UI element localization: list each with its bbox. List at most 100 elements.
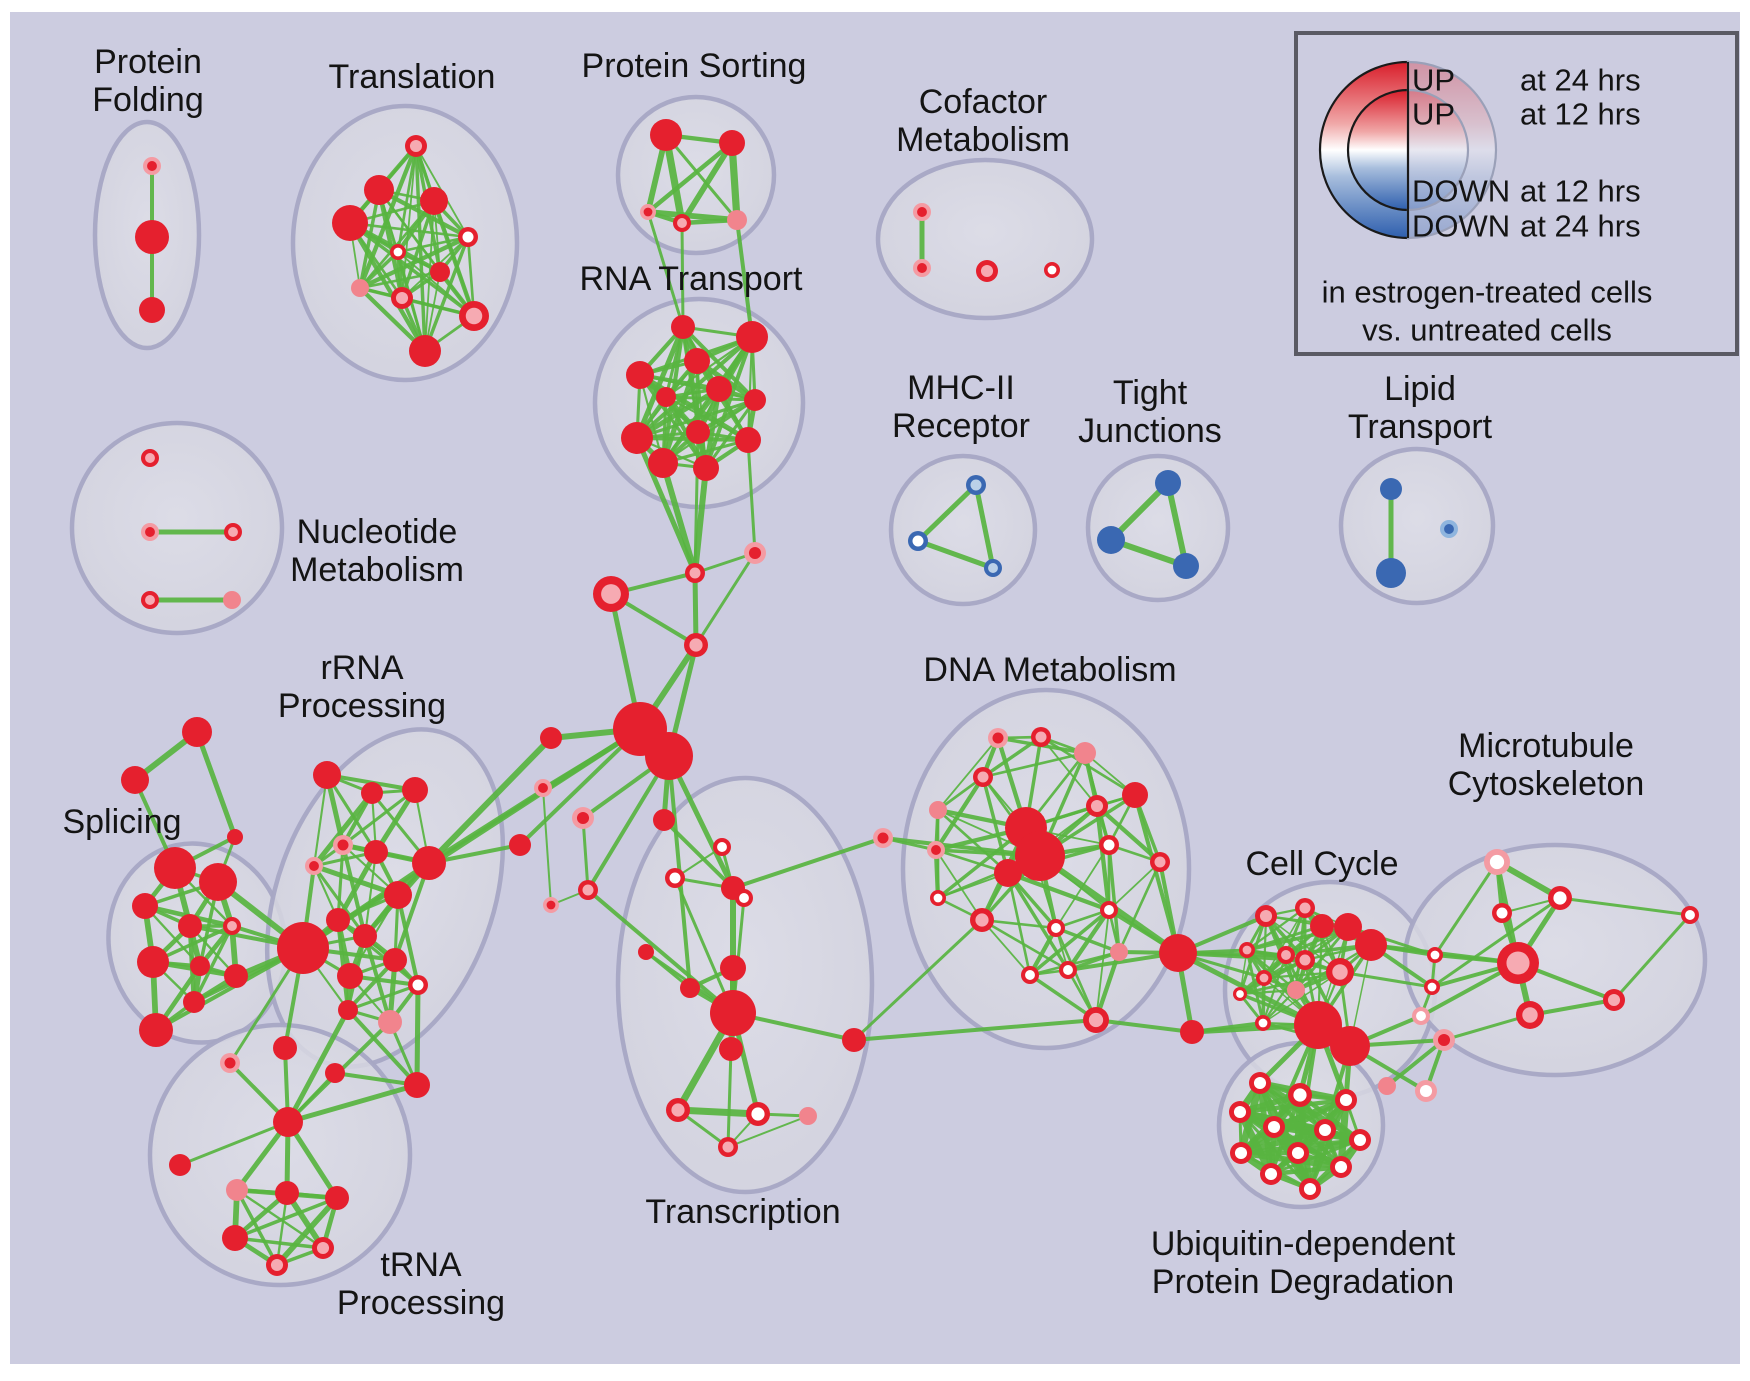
cluster-label-line: Transcription xyxy=(645,1193,840,1231)
edge xyxy=(424,200,435,352)
node-outer xyxy=(1180,1020,1204,1044)
node-inner xyxy=(1234,1146,1248,1160)
node xyxy=(744,389,766,411)
node xyxy=(988,728,1008,748)
edge xyxy=(981,751,1087,779)
node-inner xyxy=(970,479,982,491)
node-outer xyxy=(706,376,732,402)
node xyxy=(1097,526,1125,554)
node-outer xyxy=(799,1107,817,1125)
cluster-label-tight-junctions: Tight Junctions xyxy=(1078,374,1222,450)
node xyxy=(143,157,161,175)
node-inner xyxy=(1104,905,1114,915)
node-inner xyxy=(1685,910,1695,920)
node-outer xyxy=(409,335,441,367)
legend-direction-label: UP xyxy=(1412,63,1455,98)
node-inner xyxy=(988,563,998,573)
node xyxy=(1355,929,1387,961)
node xyxy=(842,1028,866,1052)
cluster-label-line: Cytoskeleton xyxy=(1448,765,1645,803)
edge xyxy=(1385,1038,1446,1088)
legend-time-label: at 12 hrs xyxy=(1520,174,1641,209)
edge xyxy=(1028,973,1098,1022)
edge xyxy=(1054,908,1111,930)
node-outer xyxy=(326,908,350,932)
node-outer xyxy=(178,914,202,938)
node xyxy=(224,964,248,988)
node xyxy=(1180,1020,1204,1044)
cluster-label-line: Processing xyxy=(278,687,446,725)
node xyxy=(1294,1001,1342,1049)
node xyxy=(648,448,678,478)
node xyxy=(994,859,1022,887)
cluster-label-line: MHC-II xyxy=(907,369,1015,407)
node-inner xyxy=(1293,1088,1307,1102)
edge xyxy=(1338,970,1434,989)
node xyxy=(1083,1007,1109,1033)
node-inner xyxy=(1496,907,1508,919)
node-inner xyxy=(309,861,319,871)
node-inner xyxy=(224,1057,236,1069)
cluster-label-line: Microtubule xyxy=(1458,727,1634,765)
node xyxy=(332,205,368,241)
node-inner xyxy=(1088,1012,1104,1028)
node-inner xyxy=(1419,1084,1433,1098)
node-inner xyxy=(147,161,157,171)
node xyxy=(333,835,353,855)
node-inner xyxy=(977,771,989,783)
edge xyxy=(731,836,885,890)
cluster-label-line: Processing xyxy=(337,1284,505,1322)
node-inner xyxy=(739,893,749,903)
node xyxy=(183,991,205,1013)
node-outer xyxy=(1173,553,1199,579)
node xyxy=(665,868,685,888)
node xyxy=(312,1237,334,1259)
node xyxy=(621,422,653,454)
node xyxy=(713,838,731,856)
legend-direction-label: UP xyxy=(1412,97,1455,132)
node-outer xyxy=(337,963,363,989)
node-outer xyxy=(351,279,369,297)
node-outer xyxy=(325,1186,349,1210)
node xyxy=(364,175,394,205)
node xyxy=(141,523,159,541)
node xyxy=(353,924,377,948)
node xyxy=(1277,946,1295,964)
edge xyxy=(335,917,351,1013)
edge xyxy=(345,1007,420,1088)
node xyxy=(746,1102,770,1126)
nodes-layer xyxy=(121,119,1699,1276)
cluster-label-line: Protein Sorting xyxy=(582,47,807,85)
edge xyxy=(363,850,378,938)
node-inner xyxy=(877,832,889,844)
edge xyxy=(664,395,750,442)
node xyxy=(684,633,708,657)
node-inner xyxy=(1051,923,1061,933)
node xyxy=(351,279,369,297)
node xyxy=(275,1181,299,1205)
edge xyxy=(1028,908,1111,977)
edge xyxy=(674,1106,762,1118)
node-outer xyxy=(1097,526,1125,554)
edge xyxy=(333,1071,419,1087)
cluster-label-splicing: Splicing xyxy=(62,803,181,841)
node-inner xyxy=(1299,902,1311,914)
node-outer xyxy=(420,187,448,215)
node-outer xyxy=(650,119,682,151)
node-outer xyxy=(402,777,428,803)
cluster-label-line: Translation xyxy=(329,58,496,96)
node xyxy=(719,130,745,156)
edge xyxy=(666,753,736,891)
edge xyxy=(852,918,984,1042)
cluster-label-transcription: Transcription xyxy=(645,1193,840,1231)
cluster-label-line: RNA Transport xyxy=(580,260,804,298)
node xyxy=(199,863,237,901)
node-inner xyxy=(1047,265,1057,275)
edge xyxy=(1108,861,1161,911)
edge xyxy=(1094,803,1112,913)
cluster-ellipse-nucleotide-metabolism xyxy=(69,420,285,636)
cluster-label-protein-folding: Protein Folding xyxy=(92,43,204,119)
node xyxy=(1427,947,1443,963)
node xyxy=(178,914,202,938)
edge xyxy=(852,1018,1098,1042)
